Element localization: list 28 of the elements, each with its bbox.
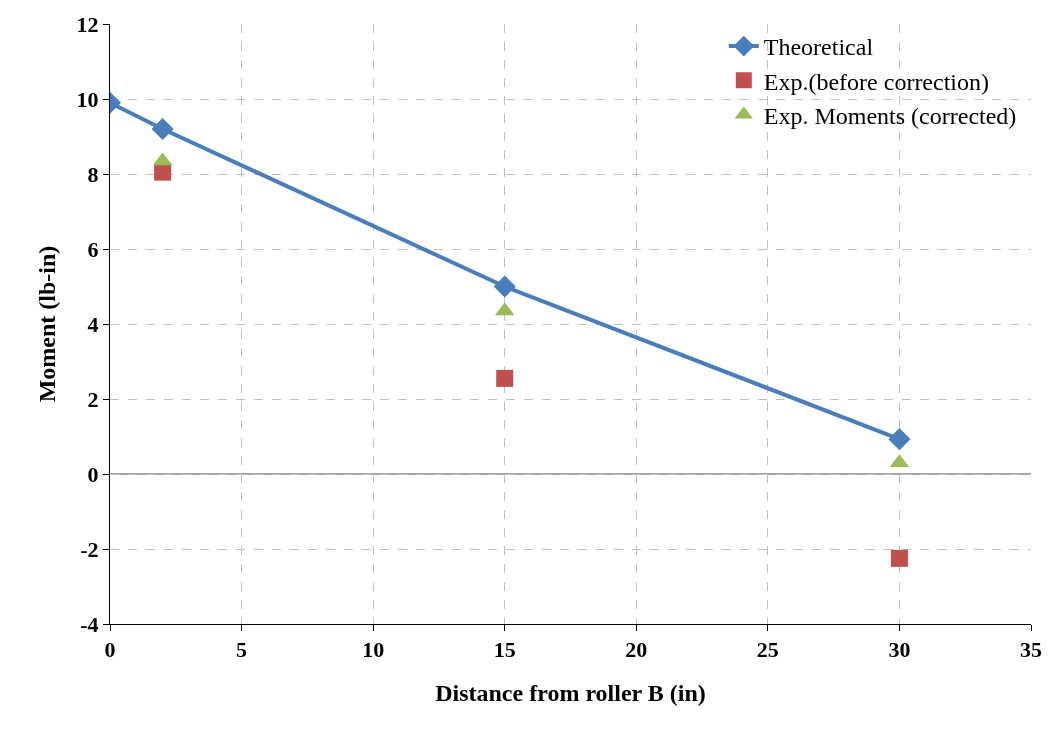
- legend-label: Exp.(before correction): [763, 68, 990, 95]
- point: [888, 428, 911, 451]
- legend-label: Exp. Moments (corrected): [763, 102, 1017, 129]
- x-axis-title: Distance from roller B (in): [435, 679, 706, 706]
- point: [154, 163, 172, 181]
- y-tick-label: 0: [87, 461, 99, 487]
- y-tick-label: 6: [87, 236, 99, 262]
- x-tick-label: 25: [756, 637, 779, 663]
- y-tick-label: 10: [76, 86, 99, 112]
- y-tick-label: -4: [80, 611, 99, 637]
- x-tick-label: 35: [1020, 637, 1042, 663]
- point: [493, 275, 516, 298]
- point: [890, 549, 908, 567]
- y-tick-label: 4: [87, 311, 99, 337]
- legend-label: Theoretical: [763, 34, 874, 61]
- x-tick-label: 15: [493, 637, 516, 663]
- y-axis-title: Moment (lb-in): [33, 245, 60, 403]
- y-tick-label: 2: [87, 386, 99, 412]
- x-tick-label: 5: [236, 637, 248, 663]
- point: [151, 117, 174, 141]
- x-tick-label: 0: [104, 637, 116, 663]
- y-tick-label: -2: [80, 536, 99, 562]
- y-tick-label: 8: [87, 161, 99, 187]
- point: [496, 369, 514, 387]
- x-tick-label: 20: [625, 637, 648, 663]
- x-tick-label: 10: [362, 637, 385, 663]
- x-tick-label: 30: [888, 637, 911, 663]
- y-tick-label: 12: [76, 11, 99, 37]
